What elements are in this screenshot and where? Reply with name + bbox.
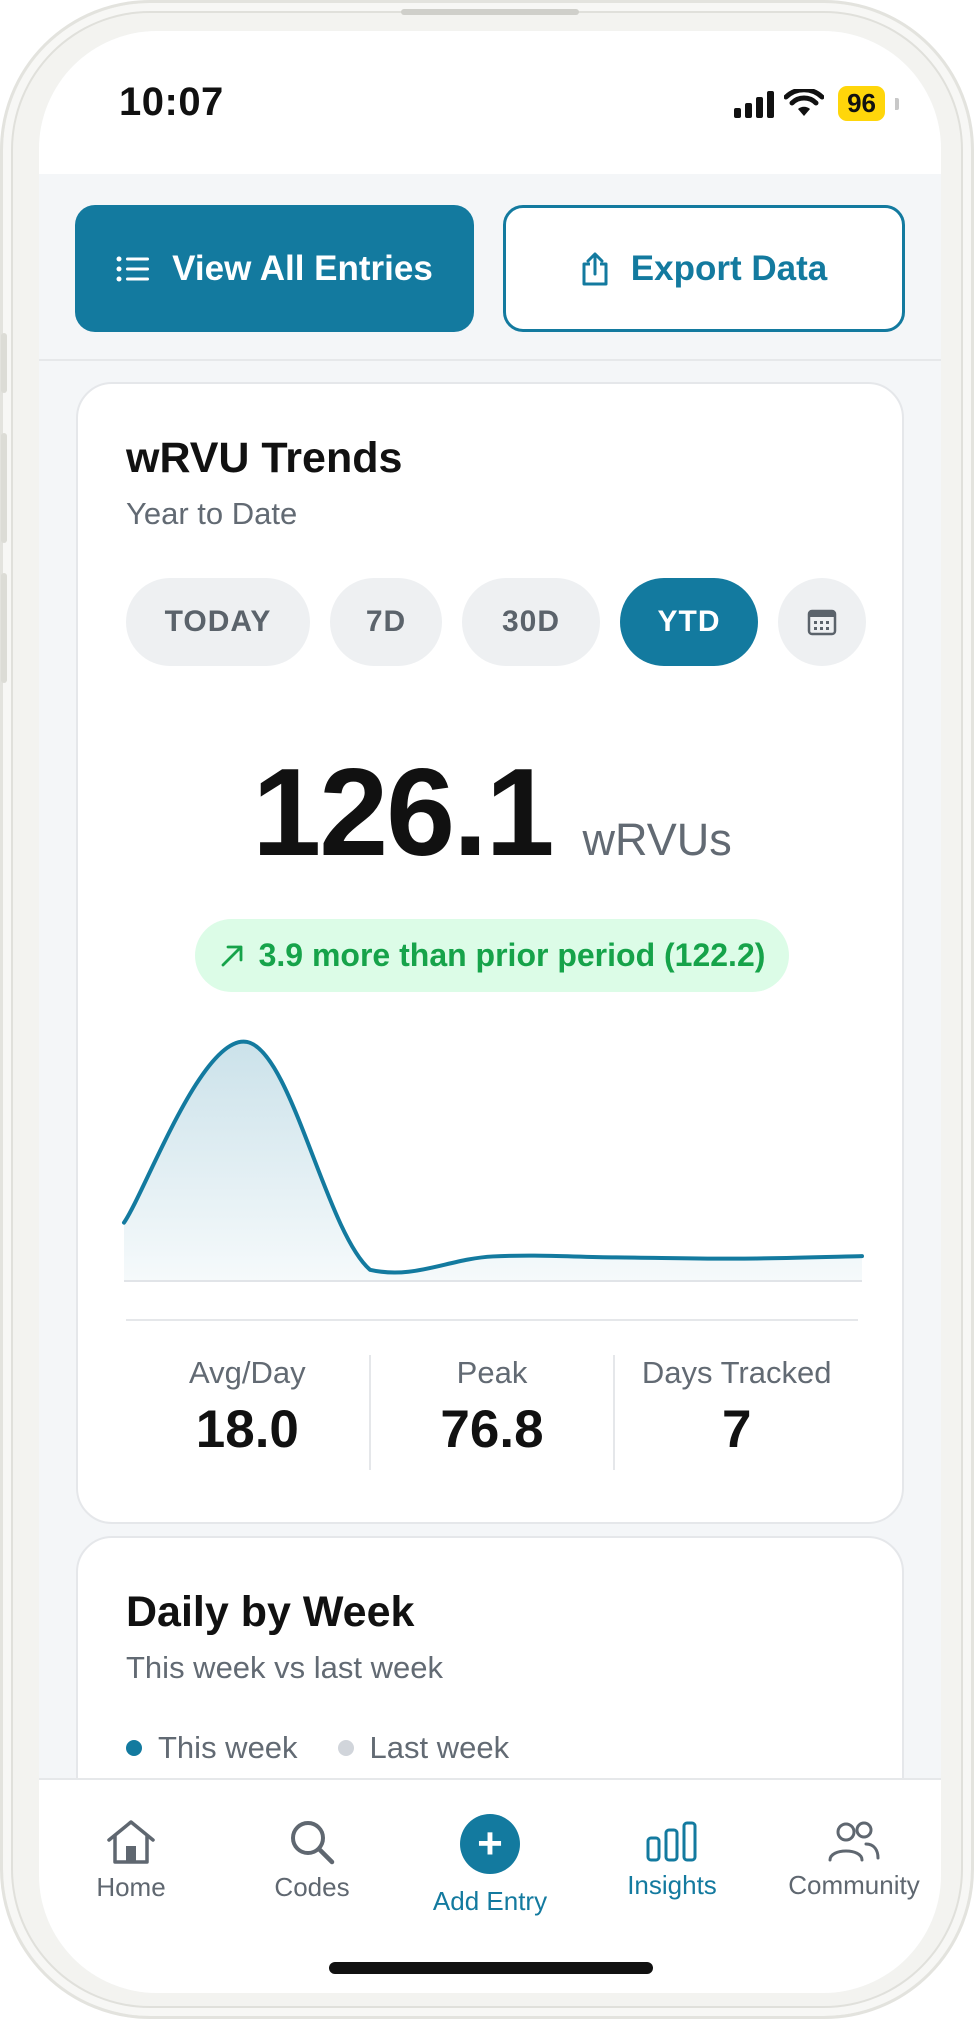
period-ytd-button[interactable]: YTD bbox=[620, 578, 758, 666]
tab-add-entry[interactable]: + Add Entry bbox=[410, 1814, 570, 1917]
total-wrvu: 126.1 wRVUs bbox=[78, 742, 906, 884]
legend-dot bbox=[337, 1740, 354, 1756]
delta-text: 3.9 more than prior period (122.2) bbox=[258, 937, 766, 973]
cellular-signal-icon bbox=[734, 90, 775, 118]
chart-legend: This week Last week bbox=[126, 1730, 509, 1766]
home-indicator bbox=[329, 1962, 653, 1974]
stat-label: Avg/Day bbox=[189, 1355, 306, 1390]
action-bar: View All Entries Export Data bbox=[39, 174, 941, 361]
stat-avg-day: Avg/Day 18.0 bbox=[126, 1355, 369, 1470]
trend-line bbox=[122, 1039, 864, 1275]
total-wrvu-unit: wRVUs bbox=[582, 814, 732, 865]
status-time: 10:07 bbox=[119, 80, 224, 124]
stat-label: Days Tracked bbox=[641, 1355, 832, 1390]
frame-top-edge bbox=[401, 9, 579, 15]
stat-peak: Peak 76.8 bbox=[368, 1355, 614, 1470]
stat-label: Peak bbox=[456, 1355, 528, 1390]
legend-label: Last week bbox=[369, 1730, 510, 1765]
trend-up-arrow-icon bbox=[221, 945, 242, 966]
share-icon bbox=[582, 252, 608, 285]
legend-dot bbox=[126, 1740, 142, 1756]
stats-row: Avg/Day 18.0 Peak 76.8 Days Tracked 7 bbox=[126, 1355, 858, 1470]
wrvu-trends-card: wRVU Trends Year to Date TODAY 7D 30D YT… bbox=[76, 382, 904, 1524]
total-wrvu-value: 126.1 bbox=[252, 744, 554, 882]
stat-value: 7 bbox=[721, 1400, 752, 1459]
card-subtitle: Year to Date bbox=[126, 496, 298, 531]
card-title: wRVU Trends bbox=[126, 434, 403, 482]
tab-insights[interactable]: Insights bbox=[592, 1820, 752, 1901]
plus-icon: + bbox=[460, 1814, 520, 1874]
stat-value: 76.8 bbox=[440, 1400, 544, 1459]
calendar-button[interactable] bbox=[778, 578, 866, 666]
card-subtitle: This week vs last week bbox=[126, 1650, 443, 1685]
tab-home[interactable]: Home bbox=[51, 1818, 211, 1903]
stat-days-tracked: Days Tracked 7 bbox=[613, 1355, 858, 1470]
battery-level: 96 bbox=[838, 86, 885, 121]
list-icon bbox=[116, 256, 150, 281]
home-icon bbox=[107, 1820, 155, 1864]
people-icon bbox=[828, 1821, 880, 1862]
tab-community[interactable]: Community bbox=[774, 1820, 934, 1901]
card-title: Daily by Week bbox=[126, 1588, 415, 1636]
view-all-entries-label: View All Entries bbox=[172, 248, 433, 288]
trend-area bbox=[124, 1041, 862, 1280]
battery-tip bbox=[895, 97, 899, 110]
wrvu-trend-chart bbox=[122, 1039, 864, 1282]
tab-label: Insights bbox=[627, 1870, 717, 1900]
status-bar: 10:07 96 bbox=[39, 31, 941, 174]
legend-this-week: This week bbox=[126, 1730, 298, 1766]
export-data-label: Export Data bbox=[630, 248, 828, 288]
stat-value: 18.0 bbox=[195, 1400, 299, 1459]
status-icons: 96 bbox=[734, 86, 899, 121]
delta-badge: 3.9 more than prior period (122.2) bbox=[195, 919, 789, 992]
screen: 10:07 96 View All Entri bbox=[39, 31, 941, 1993]
divider bbox=[126, 1319, 858, 1321]
tab-label: Home bbox=[96, 1872, 166, 1902]
view-all-entries-button[interactable]: View All Entries bbox=[75, 205, 474, 332]
period-7d-button[interactable]: 7D bbox=[330, 578, 442, 666]
period-30d-button[interactable]: 30D bbox=[462, 578, 600, 666]
legend-label: This week bbox=[158, 1730, 298, 1765]
period-today-button[interactable]: TODAY bbox=[126, 578, 310, 666]
frame-button bbox=[1, 573, 7, 683]
frame-button bbox=[1, 333, 7, 393]
tab-bar: Home Codes + Add Entry Insights bbox=[39, 1778, 941, 1993]
tab-label: Community bbox=[788, 1870, 920, 1900]
tab-label: Add Entry bbox=[432, 1886, 548, 1916]
legend-last-week: Last week bbox=[337, 1730, 510, 1766]
bar-chart-icon bbox=[646, 1821, 697, 1862]
calendar-icon bbox=[807, 609, 837, 636]
wifi-icon bbox=[784, 88, 825, 116]
tab-label: Codes bbox=[274, 1872, 350, 1902]
search-icon bbox=[291, 1821, 335, 1865]
tab-codes[interactable]: Codes bbox=[232, 1818, 392, 1903]
period-selector: TODAY 7D 30D YTD bbox=[126, 578, 866, 666]
frame-button bbox=[1, 433, 7, 543]
export-data-button[interactable]: Export Data bbox=[503, 205, 905, 332]
